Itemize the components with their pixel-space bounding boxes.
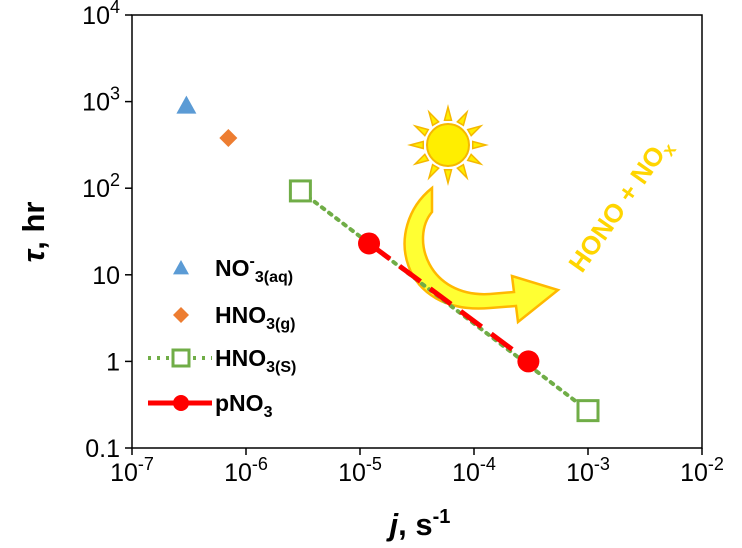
- legend-label-main: pNO: [215, 390, 264, 416]
- series-line: [367, 241, 530, 364]
- x-tick-exp: -3: [594, 454, 610, 474]
- x-tick-label: 10-7: [110, 454, 154, 487]
- legend-label-sub2: (aq): [264, 269, 293, 286]
- x-axis-exp: -1: [433, 506, 451, 528]
- sun-ray: [456, 109, 469, 127]
- x-tick-exp: -2: [708, 454, 724, 474]
- x-tick-label: 10-4: [452, 454, 496, 487]
- legend-item: NO-3(aq): [173, 253, 293, 286]
- curved-arrow-icon: [403, 185, 561, 325]
- legend: NO-3(aq)HNO3(g)HNO3(S)pNO3: [148, 253, 296, 421]
- plot-frame: [125, 14, 703, 455]
- sun-ray: [466, 153, 484, 166]
- x-tick-label: 10-5: [338, 454, 382, 487]
- x-tick-base: 10: [566, 459, 594, 487]
- y-tick-exp: 3: [110, 84, 120, 104]
- x-tick-base: 10: [224, 459, 252, 487]
- y-tick-base: 0.1: [85, 435, 120, 463]
- legend-marker: [173, 307, 189, 323]
- data-markers: [176, 95, 600, 423]
- sun-ray: [472, 140, 489, 150]
- legend-label-main: NO: [215, 255, 250, 281]
- legend-label-sub: 3(g): [266, 316, 295, 333]
- legend-label-main: HNO: [215, 345, 266, 371]
- y-tick-exp: 4: [110, 0, 120, 17]
- y-tick-label: 1: [106, 348, 120, 376]
- legend-label-sup: -: [250, 253, 255, 270]
- legend-label: HNO3(S): [215, 345, 296, 376]
- legend-label-sub: 3(S): [266, 359, 296, 376]
- y-tick-label: 104: [82, 0, 120, 30]
- legend-label-sub: 3: [264, 404, 273, 421]
- y-tick-label: 103: [82, 84, 120, 117]
- plot-border: [131, 14, 703, 449]
- x-tick-label: 10-3: [566, 454, 610, 487]
- legend-marker: [173, 395, 189, 411]
- x-axis-var: j: [386, 507, 400, 542]
- data-point: [576, 399, 600, 423]
- x-axis-title: j, s-1: [386, 506, 451, 542]
- x-axis-unit: , s: [398, 507, 432, 542]
- legend-item: HNO3(S): [148, 345, 296, 376]
- x-tick-labels: 10-7 10-6 10-5 10-4 10-3 10-2: [110, 454, 724, 487]
- sun-ray: [456, 163, 469, 181]
- y-tick-label: 0.1: [85, 435, 120, 463]
- sun-ray: [427, 163, 440, 181]
- sun-ray: [443, 169, 453, 186]
- x-tick-exp: -5: [366, 454, 382, 474]
- y-axis-title: τ, hr: [16, 202, 51, 263]
- data-point: [288, 179, 312, 203]
- sun-ray: [466, 124, 484, 137]
- series-lines: [298, 188, 590, 413]
- y-tick-base: 10: [82, 89, 110, 117]
- sun-ray: [407, 140, 424, 150]
- y-tick-exp: 2: [110, 170, 120, 190]
- x-tick-label: 10-6: [224, 454, 268, 487]
- y-tick-base: 10: [82, 2, 110, 30]
- x-tick-base: 10: [110, 459, 138, 487]
- x-tick-base: 10: [680, 459, 708, 487]
- sun-ray: [412, 153, 430, 166]
- x-tick-label: 10-2: [680, 454, 724, 487]
- x-tick-base: 10: [452, 459, 480, 487]
- legend-label: pNO3: [215, 390, 273, 421]
- y-tick-base: 1: [106, 348, 120, 376]
- sun-ray: [412, 124, 430, 137]
- y-tick-label: 102: [82, 170, 120, 203]
- y-tick-base: 10: [82, 175, 110, 203]
- reaction-annotation: HONO + NOx: [562, 132, 680, 280]
- y-tick-base: 10: [92, 262, 120, 290]
- legend-label-main: HNO: [215, 302, 266, 328]
- x-tick-exp: -6: [252, 454, 268, 474]
- data-point: [517, 350, 540, 373]
- legend-item: pNO3: [148, 390, 273, 421]
- data-point: [358, 232, 381, 255]
- legend-label-sub: 3: [255, 269, 264, 286]
- legend-item: HNO3(g): [173, 302, 295, 333]
- y-tick-label: 10: [92, 262, 120, 290]
- x-tick-base: 10: [338, 459, 366, 487]
- data-point: [176, 95, 197, 114]
- y-axis-var: τ: [16, 248, 51, 262]
- data-point: [219, 128, 238, 147]
- sun-icon: [407, 104, 489, 186]
- legend-label: NO-3(aq): [215, 253, 293, 286]
- x-tick-exp: -7: [138, 454, 154, 474]
- legend-label: HNO3(g): [215, 302, 295, 333]
- annotation-main: HONO + NO: [562, 140, 671, 277]
- legend-marker: [173, 260, 189, 275]
- x-tick-exp: -4: [480, 454, 496, 474]
- legend-marker: [171, 348, 191, 368]
- sun-ray: [443, 104, 453, 121]
- sun-ray: [427, 109, 440, 127]
- y-axis-unit: , hr: [16, 202, 51, 250]
